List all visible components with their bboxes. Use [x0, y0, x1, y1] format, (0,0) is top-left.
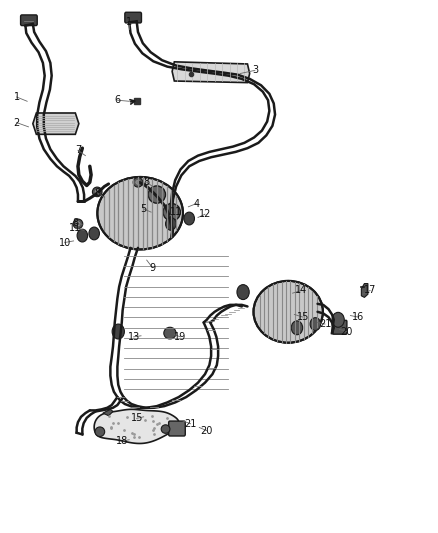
- FancyBboxPatch shape: [125, 12, 141, 23]
- Text: 3: 3: [252, 66, 258, 75]
- Polygon shape: [361, 284, 368, 297]
- Text: 8: 8: [144, 177, 150, 187]
- Circle shape: [77, 229, 88, 242]
- Text: 10: 10: [59, 238, 71, 247]
- Ellipse shape: [76, 222, 80, 226]
- Text: 8: 8: [72, 218, 78, 228]
- Text: 17: 17: [364, 286, 376, 295]
- Ellipse shape: [163, 204, 180, 221]
- Circle shape: [332, 312, 344, 327]
- Text: 19: 19: [174, 332, 187, 342]
- Text: 7: 7: [75, 146, 81, 155]
- Polygon shape: [103, 409, 113, 416]
- Circle shape: [112, 324, 124, 339]
- Text: 11: 11: [69, 223, 81, 233]
- Text: 8: 8: [94, 188, 100, 198]
- Ellipse shape: [136, 180, 140, 184]
- Text: 20: 20: [341, 327, 353, 336]
- Circle shape: [184, 212, 194, 225]
- Text: 14: 14: [295, 286, 307, 295]
- Text: 4: 4: [193, 199, 199, 208]
- Circle shape: [291, 321, 303, 335]
- Ellipse shape: [164, 327, 176, 339]
- Text: 15: 15: [131, 414, 143, 423]
- Polygon shape: [172, 62, 250, 83]
- Ellipse shape: [73, 219, 83, 229]
- Circle shape: [310, 318, 321, 330]
- Text: 6: 6: [114, 95, 120, 105]
- Ellipse shape: [254, 281, 323, 343]
- Text: 18: 18: [116, 437, 128, 446]
- Circle shape: [166, 217, 176, 230]
- Ellipse shape: [148, 186, 166, 203]
- Ellipse shape: [133, 177, 143, 187]
- Text: 5: 5: [141, 204, 147, 214]
- Circle shape: [237, 285, 249, 300]
- Text: 21: 21: [319, 319, 331, 329]
- Polygon shape: [94, 409, 179, 443]
- Text: 11: 11: [170, 207, 182, 217]
- Text: 13: 13: [127, 332, 140, 342]
- Circle shape: [89, 227, 99, 240]
- Text: 15: 15: [297, 312, 309, 322]
- Text: 16: 16: [352, 312, 364, 322]
- FancyBboxPatch shape: [333, 320, 347, 334]
- Ellipse shape: [95, 427, 105, 437]
- Ellipse shape: [97, 177, 183, 249]
- Text: 12: 12: [199, 209, 211, 219]
- Text: 1: 1: [14, 92, 20, 102]
- FancyBboxPatch shape: [21, 15, 37, 26]
- FancyBboxPatch shape: [169, 421, 185, 436]
- Ellipse shape: [92, 187, 102, 197]
- Polygon shape: [33, 113, 79, 134]
- Text: 20: 20: [201, 426, 213, 435]
- Ellipse shape: [161, 425, 170, 433]
- Ellipse shape: [95, 190, 99, 194]
- Text: 9: 9: [149, 263, 155, 272]
- Text: 1: 1: [126, 18, 132, 27]
- Text: 21: 21: [184, 419, 197, 429]
- Text: 2: 2: [14, 118, 20, 127]
